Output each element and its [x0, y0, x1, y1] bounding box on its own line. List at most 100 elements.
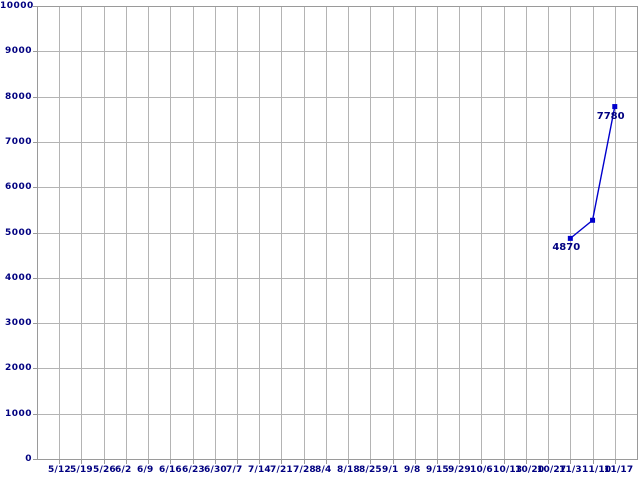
y-tick-label: 3000 — [4, 318, 32, 328]
x-tick-label: 6/23 — [182, 465, 205, 475]
y-tick-mark — [33, 51, 38, 52]
y-tick-label: 10000 — [0, 1, 34, 11]
gridline-vertical — [393, 6, 394, 459]
y-tick-label: 4000 — [4, 273, 32, 283]
gridline-vertical — [59, 6, 60, 459]
gridline-vertical — [126, 6, 127, 459]
x-tick-label: 5/12 — [48, 465, 71, 475]
x-tick-label: 9/15 — [426, 465, 449, 475]
y-tick-label: 8000 — [4, 92, 32, 102]
x-tick-mark — [281, 460, 282, 464]
y-tick-mark — [33, 233, 38, 234]
x-tick-mark — [148, 460, 149, 464]
gridline-horizontal — [37, 233, 637, 234]
gridline-horizontal — [37, 278, 637, 279]
gridline-vertical — [504, 6, 505, 459]
gridline-horizontal — [37, 414, 637, 415]
axis-line-top — [37, 6, 638, 7]
gridline-vertical — [526, 6, 527, 459]
y-tick-label: 0 — [25, 454, 32, 464]
gridline-vertical — [326, 6, 327, 459]
gridline-vertical — [370, 6, 371, 459]
x-tick-label: 9/29 — [448, 465, 471, 475]
x-tick-mark — [193, 460, 194, 464]
x-tick-label: 11/17 — [604, 465, 634, 475]
x-tick-mark — [615, 460, 616, 464]
x-tick-mark — [215, 460, 216, 464]
x-tick-mark — [437, 460, 438, 464]
x-tick-label: 6/30 — [204, 465, 227, 475]
x-tick-label: 5/19 — [70, 465, 93, 475]
x-tick-mark — [526, 460, 527, 464]
gridline-vertical — [593, 6, 594, 459]
gridline-vertical — [615, 6, 616, 459]
gridline-vertical — [415, 6, 416, 459]
gridline-vertical — [215, 6, 216, 459]
gridline-vertical — [237, 6, 238, 459]
gridline-vertical — [148, 6, 149, 459]
x-tick-mark — [237, 460, 238, 464]
gridline-vertical — [281, 6, 282, 459]
x-tick-label: 10/20 — [515, 465, 545, 475]
gridline-vertical — [570, 6, 571, 459]
gridline-horizontal — [37, 368, 637, 369]
x-tick-mark — [370, 460, 371, 464]
y-tick-label: 5000 — [4, 228, 32, 238]
x-tick-mark — [304, 460, 305, 464]
data-point-label: 4870 — [552, 242, 581, 254]
x-tick-label: 8/18 — [337, 465, 360, 475]
gridline-vertical — [459, 6, 460, 459]
x-tick-mark — [548, 460, 549, 464]
x-tick-mark — [81, 460, 82, 464]
x-tick-mark — [259, 460, 260, 464]
x-tick-mark — [348, 460, 349, 464]
y-tick-label: 6000 — [4, 182, 32, 192]
x-tick-mark — [393, 460, 394, 464]
x-tick-label: 7/14 — [248, 465, 271, 475]
y-tick-mark — [33, 278, 38, 279]
y-tick-label: 9000 — [4, 46, 32, 56]
x-tick-label: 6/2 — [115, 465, 132, 475]
x-tick-label: 6/16 — [159, 465, 182, 475]
gridline-horizontal — [37, 187, 637, 188]
x-tick-mark — [59, 460, 60, 464]
x-tick-label: 10/27 — [537, 465, 567, 475]
x-tick-label: 11/10 — [582, 465, 612, 475]
x-tick-label: 10/6 — [470, 465, 493, 475]
y-tick-mark — [33, 414, 38, 415]
y-tick-mark — [33, 368, 38, 369]
y-tick-mark — [33, 323, 38, 324]
x-tick-mark — [326, 460, 327, 464]
gridline-vertical — [193, 6, 194, 459]
plot-area — [37, 6, 637, 459]
y-tick-label: 2000 — [4, 363, 32, 373]
y-tick-mark — [33, 459, 38, 460]
y-tick-mark — [33, 6, 38, 7]
gridline-vertical — [304, 6, 305, 459]
y-tick-label: 1000 — [4, 409, 32, 419]
gridline-horizontal — [37, 97, 637, 98]
gridline-vertical — [259, 6, 260, 459]
gridline-horizontal — [37, 323, 637, 324]
x-tick-label: 11/3 — [559, 465, 582, 475]
x-tick-mark — [593, 460, 594, 464]
gridline-vertical — [170, 6, 171, 459]
x-tick-label: 9/8 — [404, 465, 421, 475]
x-tick-label: 5/26 — [93, 465, 116, 475]
x-tick-mark — [170, 460, 171, 464]
y-tick-mark — [33, 187, 38, 188]
gridline-vertical — [104, 6, 105, 459]
gridline-horizontal — [37, 142, 637, 143]
x-tick-label: 7/21 — [270, 465, 293, 475]
y-tick-mark — [33, 97, 38, 98]
gridline-vertical — [548, 6, 549, 459]
gridline-vertical — [81, 6, 82, 459]
data-point-label: 7780 — [596, 110, 625, 122]
x-tick-mark — [570, 460, 571, 464]
y-tick-mark — [33, 142, 38, 143]
x-tick-label: 6/9 — [137, 465, 154, 475]
x-tick-label: 10/13 — [493, 465, 523, 475]
x-tick-label: 9/1 — [382, 465, 399, 475]
gridline-vertical — [481, 6, 482, 459]
